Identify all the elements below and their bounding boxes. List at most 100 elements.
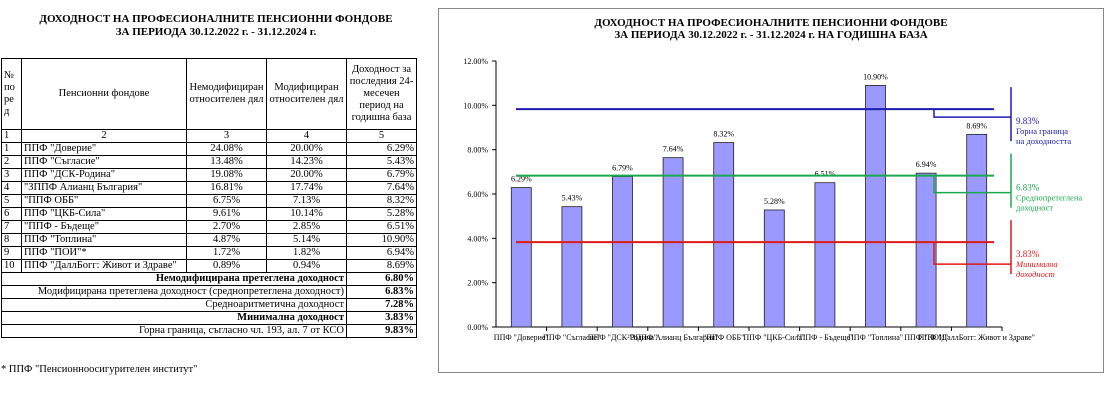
row-fund-name: ППФ "Доверие" <box>21 142 187 156</box>
row-unmodified-share: 9.61% <box>186 207 267 221</box>
table-row: 6 ППФ "ЦКБ-Сила" 9.61% 10.14% 5.28% <box>1 207 417 221</box>
header-modified-share: Модифициран относителен дял <box>266 58 347 130</box>
row-unmodified-share: 6.75% <box>186 194 267 208</box>
row-unmodified-share: 2.70% <box>186 220 267 234</box>
chart-frame: ДОХОДНОСТ НА ПРОФЕСИОНАЛНИТЕ ПЕНСИОННИ Ф… <box>438 8 1104 373</box>
row-modified-share: 14.23% <box>266 155 347 169</box>
table-row: 2 ППФ "Съгласие" 13.48% 14.23% 5.43% <box>1 155 417 169</box>
bar-data-label: 5.43% <box>562 194 583 203</box>
row-yield: 6.29% <box>346 142 417 156</box>
bar <box>612 176 633 328</box>
row-number: 6 <box>1 207 22 221</box>
x-tick-label: ППФ "ЦКБ-Сила" <box>743 333 805 342</box>
column-number: 4 <box>266 129 347 143</box>
summary-value: 6.83% <box>346 285 417 299</box>
table-row: 10 ППФ "ДаллБогг: Живот и Здраве" 0.89% 0.9… <box>1 259 417 273</box>
row-fund-name: "ППФ - Бъдеще" <box>21 220 187 234</box>
row-fund-name: ППФ "Топлина" <box>21 233 187 247</box>
table-title-line2: ЗА ПЕРИОДА 30.12.2022 г. - 31.12.2024 г. <box>115 26 317 38</box>
column-number: 3 <box>186 129 267 143</box>
table-row: 7 "ППФ - Бъдеще" 2.70% 2.85% 6.51% <box>1 220 417 234</box>
row-number: 4 <box>1 181 22 195</box>
row-unmodified-share: 19.08% <box>186 168 267 182</box>
row-unmodified-share: 24.08% <box>186 142 267 156</box>
footnote: * ППФ "Пенсионноосигурителен институт" <box>1 364 198 375</box>
x-tick-label: ППФ "Съгласие" <box>543 333 601 342</box>
row-unmodified-share: 1.72% <box>186 246 267 260</box>
summary-row: Средноаритметична доходност 7.28% <box>1 298 417 312</box>
row-number: 8 <box>1 233 22 247</box>
bar <box>561 206 583 328</box>
bar <box>966 133 988 328</box>
summary-value: 9.83% <box>346 324 417 338</box>
row-fund-name: ППФ "ДаллБогг: Живот и Здраве" <box>21 259 187 273</box>
table-title-line1: ДОХОДНОСТ НА ПРОФЕСИОНАЛНИТЕ ПЕНСИОННИ Ф… <box>39 13 393 25</box>
bar-data-label: 10.90% <box>863 72 888 81</box>
y-tick-label: 0.00% <box>467 323 488 332</box>
column-number: 1 <box>1 129 22 143</box>
row-yield: 5.28% <box>346 207 417 221</box>
reference-description: доходност <box>1016 269 1055 279</box>
reference-value-label: 9.83% <box>1016 116 1040 126</box>
bar-data-label: 5.28% <box>764 197 785 206</box>
row-fund-name: ППФ "ДСК-Родина" <box>21 168 187 182</box>
summary-value: 6.80% <box>346 272 417 286</box>
summary-row: Минимална доходност 3.83% <box>1 311 417 325</box>
reference-description: доходност <box>1016 203 1053 213</box>
column-number: 2 <box>21 129 187 143</box>
x-tick-label: "ЗППФ Алианц България" <box>628 333 718 342</box>
row-modified-share: 17.74% <box>266 181 347 195</box>
bar <box>510 187 532 328</box>
row-yield: 7.64% <box>346 181 417 195</box>
bar <box>814 182 836 328</box>
reference-description: Среднопретеглена <box>1016 193 1082 203</box>
row-yield: 6.79% <box>346 168 417 182</box>
reference-value-label: 3.83% <box>1016 249 1040 259</box>
table-row: 1 ППФ "Доверие" 24.08% 20.00% 6.29% <box>1 142 417 156</box>
y-tick-label: 4.00% <box>467 234 488 243</box>
row-fund-name: "ЗППФ Алианц България" <box>21 181 187 195</box>
summary-value: 7.28% <box>346 298 417 312</box>
row-unmodified-share: 4.87% <box>186 233 267 247</box>
x-tick-label: ППФ "Доверие" <box>494 333 549 342</box>
summary-label: Горна граница, съгласно чл. 193, ал. 7 о… <box>1 324 347 338</box>
bar <box>763 209 785 328</box>
bar <box>865 84 886 328</box>
row-yield: 6.94% <box>346 246 417 260</box>
row-number: 3 <box>1 168 22 182</box>
x-tick-label: ППФ "Топлина" <box>848 333 903 342</box>
reference-description: Минимална <box>1015 259 1058 269</box>
header-unmodified-share: Немодифициран относителен дял <box>186 58 267 130</box>
row-modified-share: 20.00% <box>266 142 347 156</box>
bar-data-label: 6.79% <box>612 163 633 172</box>
reference-description: на доходността <box>1016 136 1071 146</box>
header-yield: Доходност за последния 24-месечен период… <box>346 58 417 130</box>
row-unmodified-share: 16.81% <box>186 181 267 195</box>
row-modified-share: 0.94% <box>266 259 347 273</box>
header-fund: Пенсионни фондове <box>21 58 187 130</box>
y-tick-label: 8.00% <box>467 146 488 155</box>
table-row: 8 ППФ "Топлина" 4.87% 5.14% 10.90% <box>1 233 417 247</box>
row-modified-share: 5.14% <box>266 233 347 247</box>
row-modified-share: 2.85% <box>266 220 347 234</box>
row-yield: 5.43% <box>346 155 417 169</box>
bar-data-label: 6.51% <box>815 170 836 179</box>
row-yield: 8.32% <box>346 194 417 208</box>
row-fund-name: ППФ "ПОИ"* <box>21 246 187 260</box>
table-row: 3 ППФ "ДСК-Родина" 19.08% 20.00% 6.79% <box>1 168 417 182</box>
summary-label: Немодифицирана претеглена доходност <box>1 272 347 286</box>
row-number: 2 <box>1 155 22 169</box>
table-header-row: № по ре д Пенсионни фондове Немодифицира… <box>1 58 417 130</box>
table-row: 9 ППФ "ПОИ"* 1.72% 1.82% 6.94% <box>1 246 417 260</box>
reference-callout <box>933 109 1011 118</box>
row-fund-name: "ППФ ОББ" <box>21 194 187 208</box>
row-unmodified-share: 13.48% <box>186 155 267 169</box>
row-number: 1 <box>1 142 22 156</box>
row-number: 10 <box>1 259 22 273</box>
header-no: № по ре д <box>1 58 22 130</box>
reference-value-label: 6.83% <box>1016 183 1040 193</box>
x-tick-label: ППФ "ДаллБогг: Живот и Здраве" <box>918 333 1034 342</box>
x-tick-label: "ППФ - Бъдеще" <box>796 333 853 342</box>
bar-data-label: 6.29% <box>511 175 532 184</box>
column-number: 5 <box>346 129 417 143</box>
